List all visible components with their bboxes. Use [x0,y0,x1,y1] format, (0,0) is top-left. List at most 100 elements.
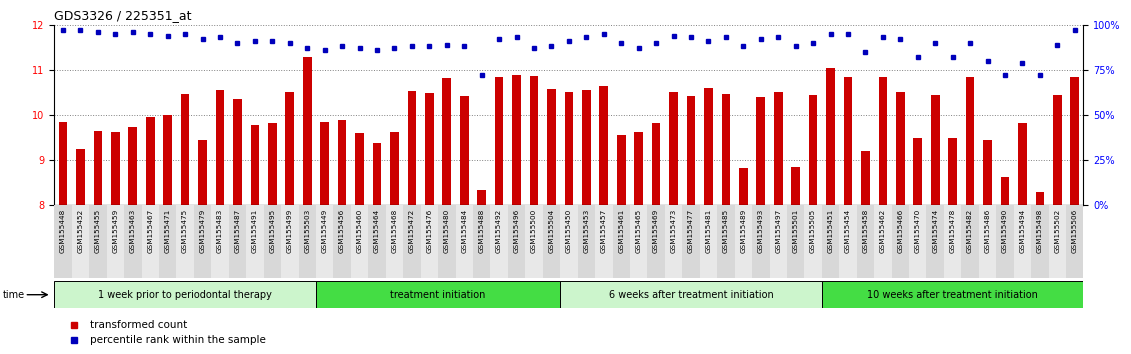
Text: GSM155455: GSM155455 [95,209,101,253]
Text: GSM155471: GSM155471 [165,209,171,253]
Bar [961,205,978,278]
Bar [983,140,992,205]
Text: GSM155497: GSM155497 [775,209,782,253]
Text: GSM155496: GSM155496 [513,209,519,253]
Bar [320,122,329,205]
Text: GSM155467: GSM155467 [147,209,153,253]
Bar [76,149,85,205]
Bar [372,143,381,205]
Bar [163,115,172,205]
Bar [59,122,68,205]
Bar [316,281,560,308]
Bar [705,88,713,205]
Bar [822,281,1083,308]
Bar [54,205,71,278]
Text: GSM155476: GSM155476 [426,209,432,253]
Text: GSM155452: GSM155452 [77,209,84,253]
Text: GSM155501: GSM155501 [793,209,798,253]
Bar [438,205,456,278]
Bar [334,205,351,278]
Bar [176,205,193,278]
Text: GSM155503: GSM155503 [304,209,310,253]
Text: GSM155506: GSM155506 [1072,209,1078,253]
Text: GSM155484: GSM155484 [461,209,467,253]
Bar [792,167,800,205]
Bar [822,205,839,278]
Text: 1 week prior to periodontal therapy: 1 week prior to periodontal therapy [98,290,273,300]
Bar [839,205,856,278]
Bar [996,205,1013,278]
Bar [630,205,647,278]
Bar [616,135,625,205]
Bar [682,205,700,278]
Legend: transformed count, percentile rank within the sample: transformed count, percentile rank withi… [60,316,270,349]
Bar [1013,205,1031,278]
Text: GSM155488: GSM155488 [478,209,485,253]
Bar [948,138,957,205]
Bar [124,205,141,278]
Text: GSM155478: GSM155478 [950,209,956,253]
Bar [228,205,247,278]
Bar [508,205,525,278]
Bar [665,205,682,278]
Bar [687,96,696,205]
Bar [1018,123,1027,205]
Text: GSM155505: GSM155505 [810,209,817,253]
Bar [512,75,521,205]
Text: GSM155487: GSM155487 [234,209,241,253]
Bar [578,205,595,278]
Bar [595,205,613,278]
Bar [647,205,665,278]
Text: GSM155462: GSM155462 [880,209,886,253]
Bar [233,99,242,205]
Bar [739,168,748,205]
Text: GSM155458: GSM155458 [863,209,869,253]
Bar [560,281,822,308]
Bar [251,125,259,205]
Bar [582,90,590,205]
Bar [529,76,538,205]
Bar [1001,177,1009,205]
Bar [914,138,922,205]
Bar [670,92,677,205]
Bar [386,205,403,278]
Text: GSM155498: GSM155498 [1037,209,1043,253]
Text: GSM155464: GSM155464 [374,209,380,253]
Bar [181,94,190,205]
Bar [613,205,630,278]
Text: GSM155470: GSM155470 [915,209,921,253]
Text: GSM155472: GSM155472 [409,209,415,253]
Bar [351,205,369,278]
Text: GSM155459: GSM155459 [112,209,119,253]
Text: GSM155475: GSM155475 [182,209,188,253]
Bar [978,205,996,278]
Bar [299,205,316,278]
Bar [473,205,491,278]
Text: GSM155450: GSM155450 [566,209,572,253]
Text: GSM155486: GSM155486 [985,209,991,253]
Bar [752,205,769,278]
Bar [891,205,909,278]
Bar [198,140,207,205]
Bar [106,205,124,278]
Text: 10 weeks after treatment initiation: 10 weeks after treatment initiation [867,290,1038,300]
Bar [844,77,853,205]
Bar [316,205,334,278]
Text: treatment initiation: treatment initiation [390,290,485,300]
Bar [809,95,818,205]
Bar [543,205,560,278]
Bar [769,205,787,278]
Bar [338,120,346,205]
Text: GSM155495: GSM155495 [269,209,275,253]
Bar [1036,192,1044,205]
Text: GSM155454: GSM155454 [845,209,851,253]
Text: GSM155463: GSM155463 [130,209,136,253]
Text: GSM155473: GSM155473 [671,209,676,253]
Bar [421,205,438,278]
Text: GSM155504: GSM155504 [549,209,554,253]
Text: GSM155489: GSM155489 [741,209,746,253]
Bar [264,205,282,278]
Bar [896,92,905,205]
Bar [268,123,277,205]
Bar [909,205,926,278]
